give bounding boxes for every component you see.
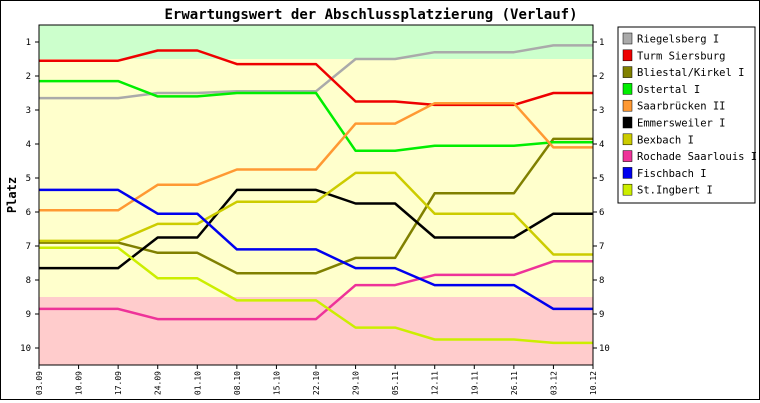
x-tick-label: 15.10 [272, 371, 281, 395]
x-tick-label: 29.10 [352, 371, 361, 395]
y-tick-label-right: 6 [599, 208, 604, 218]
y-tick-label-right: 4 [599, 140, 604, 150]
legend-label-1: Turm Siersburg [637, 50, 726, 62]
x-tick-label: 17.09 [114, 371, 123, 395]
x-tick-label: 05.11 [391, 371, 400, 395]
x-tick-label: 01.10 [193, 371, 202, 395]
legend-swatch-5 [622, 116, 633, 129]
x-tick-label: 12.11 [431, 371, 440, 395]
y-tick-label-left: 5 [26, 174, 31, 184]
legend: Riegelsberg I Turm Siersburg Bliestal/Kirk… [617, 26, 757, 204]
series-line-3 [39, 79, 593, 153]
legend-label-3: Ostertal I [637, 84, 700, 96]
series-line-8 [39, 188, 593, 311]
legend-label-9: St.Ingbert I [637, 185, 713, 197]
x-tick-label: 08.10 [233, 371, 242, 395]
legend-swatch-8 [622, 167, 633, 179]
series-line-6 [39, 171, 593, 256]
band-2 [39, 297, 593, 365]
band-0 [39, 25, 593, 59]
legend-swatch-4 [622, 99, 633, 112]
x-tick-label: 10.09 [75, 371, 84, 395]
x-tick-label: 19.11 [470, 371, 479, 395]
x-tick-label: 03.09 [35, 371, 44, 395]
y-tick-label-right: 2 [599, 72, 604, 82]
x-tick-label: 10.12 [589, 371, 598, 395]
legend-swatch-2 [622, 66, 633, 78]
legend-label-4: Saarbrücken II [637, 101, 726, 113]
y-tick-label-left: 4 [26, 140, 31, 150]
series-line-7 [39, 260, 593, 321]
legend-label-8: Fischbach I [637, 168, 707, 180]
legend-label-6: Bexbach I [637, 134, 694, 146]
legend-swatch-9 [622, 183, 633, 196]
y-axis-label: Platz [5, 177, 19, 213]
series-line-0 [39, 44, 593, 100]
series-line-4 [39, 101, 593, 212]
y-tick-label-left: 2 [26, 72, 31, 82]
y-tick-label-left: 1 [26, 38, 31, 48]
y-tick-label-right: 5 [599, 174, 604, 184]
legend-label-0: Riegelsberg I [637, 34, 719, 46]
y-tick-label-left: 7 [26, 242, 31, 252]
y-tick-label-left: 8 [26, 276, 31, 286]
y-tick-label-right: 10 [599, 344, 610, 354]
y-ticks-right: 1 2 3 4 5 6 7 8 9 10 [593, 38, 610, 354]
x-tick-label: 22.10 [312, 371, 321, 395]
background-bands [39, 25, 593, 365]
legend-label-5: Emmersweiler I [637, 118, 726, 130]
x-tick-label: 03.12 [549, 371, 558, 395]
legend-swatch-3 [622, 83, 633, 95]
y-tick-label-left: 9 [26, 310, 31, 320]
chart-title: Erwartungswert der Abschlussplatzierung … [164, 7, 577, 23]
legend-label-7: Rochade Saarlouis I [637, 151, 757, 163]
legend-swatch-7 [622, 150, 633, 162]
series-lines [39, 44, 593, 345]
y-tick-label-right: 8 [599, 276, 604, 286]
y-tick-label-right: 7 [599, 242, 604, 252]
series-line-9 [39, 246, 593, 345]
legend-swatch-0 [622, 32, 633, 45]
y-tick-label-right: 1 [599, 38, 604, 48]
x-tick-label: 26.11 [510, 371, 519, 395]
y-tick-label-right: 9 [599, 310, 604, 320]
x-ticks: 03.09 10.09 17.09 24.09 01.10 08.10 15.10 22.10… [35, 365, 598, 395]
y-tick-label-right: 3 [599, 106, 604, 116]
y-ticks-left: 1 2 3 4 5 6 7 8 9 10 [20, 38, 39, 354]
legend-swatch-1 [622, 49, 633, 62]
y-tick-label-left: 3 [26, 106, 31, 116]
series-line-1 [39, 49, 593, 107]
y-tick-label-left: 10 [20, 344, 31, 354]
legend-box [617, 26, 756, 204]
x-tick-label: 24.09 [154, 371, 163, 395]
y-tick-label-left: 6 [26, 208, 31, 218]
legend-label-2: Bliestal/Kirkel I [637, 67, 744, 79]
series-line-2 [39, 137, 593, 275]
legend-swatch-6 [622, 133, 633, 146]
